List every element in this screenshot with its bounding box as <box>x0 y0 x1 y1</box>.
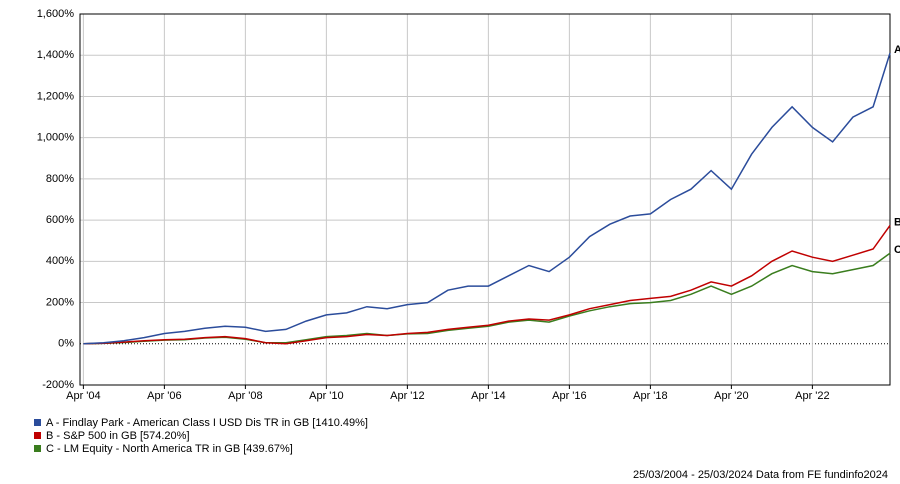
x-tick-label: Apr '20 <box>714 390 749 402</box>
series-line <box>83 52 891 345</box>
footer: 25/03/2004 - 25/03/2024 Data from FE fun… <box>633 469 888 481</box>
y-tick-label: 1,200% <box>37 90 75 102</box>
y-tick-label: 400% <box>46 255 74 267</box>
y-tick-label: 1,600% <box>37 8 75 20</box>
y-tick-label: 200% <box>46 296 74 308</box>
y-tick-label: 1,400% <box>37 49 75 61</box>
plot-frame <box>79 13 891 386</box>
series-line <box>83 252 891 345</box>
legend-label: B - S&P 500 in GB [574.20%] <box>46 430 190 442</box>
x-tick-label: Apr '16 <box>552 390 587 402</box>
x-tick-label: Apr '10 <box>309 390 344 402</box>
x-tick-label: Apr '12 <box>390 390 425 402</box>
x-tick-label: Apr '18 <box>633 390 668 402</box>
x-tick-label: Apr '04 <box>66 390 101 402</box>
legend-swatch <box>34 445 41 452</box>
y-tick-label: 800% <box>46 173 74 185</box>
end-label: A <box>894 44 900 56</box>
y-tick-label: -200% <box>42 379 74 391</box>
legend-label: C - LM Equity - North America TR in GB [… <box>46 443 293 455</box>
x-tick-label: Apr '06 <box>147 390 182 402</box>
legend-swatch <box>34 432 41 439</box>
legend-swatch <box>34 419 41 426</box>
end-label: B <box>894 216 900 228</box>
end-label: C <box>894 244 900 256</box>
series-line <box>83 224 891 345</box>
x-tick-label: Apr '08 <box>228 390 263 402</box>
y-tick-label: 0% <box>58 338 74 350</box>
x-tick-label: Apr '22 <box>795 390 830 402</box>
y-tick-label: 1,000% <box>37 132 75 144</box>
y-tick-label: 600% <box>46 214 74 226</box>
x-tick-label: Apr '14 <box>471 390 506 402</box>
legend-label: A - Findlay Park - American Class I USD … <box>46 417 368 429</box>
